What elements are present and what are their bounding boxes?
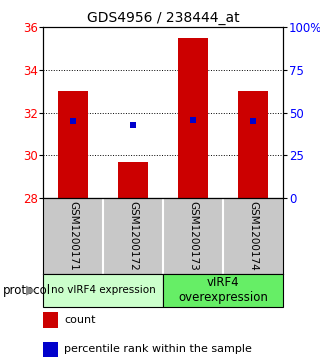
Bar [43,312,58,328]
Bar [178,38,208,198]
Bar [163,274,283,307]
Text: GSM1200173: GSM1200173 [188,201,198,271]
Bar [58,91,88,198]
Bar [43,342,58,357]
Text: vIRF4
overexpression: vIRF4 overexpression [178,276,268,305]
Text: ▶: ▶ [26,284,36,297]
Bar [238,91,268,198]
Text: GSM1200171: GSM1200171 [68,201,78,271]
Bar [43,274,163,307]
Text: protocol: protocol [3,284,51,297]
Text: GSM1200172: GSM1200172 [128,201,138,271]
Bar [118,162,148,198]
Text: count: count [64,315,95,325]
Text: no vIRF4 expression: no vIRF4 expression [51,285,156,295]
Text: GSM1200174: GSM1200174 [248,201,258,271]
Title: GDS4956 / 238444_at: GDS4956 / 238444_at [87,11,239,25]
Text: percentile rank within the sample: percentile rank within the sample [64,344,252,355]
